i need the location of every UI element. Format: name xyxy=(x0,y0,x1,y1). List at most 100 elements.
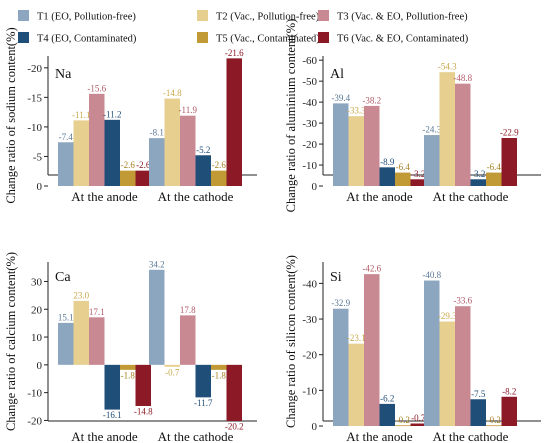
y-tick-label: -20 xyxy=(302,350,317,362)
data-label-t6: -0.7 xyxy=(411,413,426,423)
bar-t3 xyxy=(89,317,105,365)
legend-swatch-t3 xyxy=(318,10,329,21)
data-label-t4: -3.2 xyxy=(471,169,485,179)
y-tick-label: -20 xyxy=(27,63,42,75)
bar-t4 xyxy=(104,119,120,186)
panel-title: Ca xyxy=(55,270,71,285)
bar-t1 xyxy=(149,269,165,365)
y-tick-label: -40 xyxy=(302,97,317,109)
data-label-t5: -0.2 xyxy=(487,415,501,425)
bar-t6 xyxy=(501,137,517,186)
category-label: At the anode xyxy=(346,429,413,443)
y-tick-label: -20 xyxy=(27,415,42,427)
panel-ca: 30 20 10 0 -10 -20 Ca Change ratio of calcium c… xyxy=(4,252,257,443)
y-tick-label: -10 xyxy=(27,122,42,134)
data-label-t1: -40.8 xyxy=(422,270,441,280)
data-label-t6: -8.2 xyxy=(502,386,516,396)
y-tick-label: -10 xyxy=(27,388,42,400)
data-label-t2: -0.7 xyxy=(165,367,180,377)
bar-t3 xyxy=(455,83,471,186)
y-tick-label: 10 xyxy=(31,332,43,344)
category-label: At the cathode xyxy=(158,429,234,443)
data-label-t4: -8.9 xyxy=(380,157,395,167)
bar-t1 xyxy=(333,103,349,186)
bar-t6 xyxy=(501,396,517,426)
panel-title: Na xyxy=(55,67,72,82)
category-label: At the cathode xyxy=(433,189,509,204)
data-label-t4: -16.1 xyxy=(103,410,122,420)
bar-t2 xyxy=(73,120,89,186)
category-label: At the cathode xyxy=(158,189,234,204)
data-label-t3: -42.6 xyxy=(362,264,381,274)
y-tick-label: 20 xyxy=(31,304,43,316)
data-label-t2: -11.1 xyxy=(72,110,90,120)
data-label-t2: -54.3 xyxy=(438,62,457,72)
bar-t4 xyxy=(104,364,120,410)
bar-t2 xyxy=(439,321,455,426)
category-label: At the cathode xyxy=(433,429,509,443)
y-tick-label: -10 xyxy=(302,160,317,172)
data-label-t2: -33.3 xyxy=(347,106,366,116)
panel-si: -40 -30 -20 -10 0 Si Change ratio of silicon c… xyxy=(284,255,541,443)
bar-t4 xyxy=(470,179,486,186)
data-label-t2: -29.3 xyxy=(438,311,457,321)
y-tick-label: -10 xyxy=(302,385,317,397)
panel-title: Si xyxy=(330,270,342,285)
bar-t2 xyxy=(73,300,89,365)
bar-t1 xyxy=(424,135,440,186)
y-axis-label: Change ratio of silicon content(%) xyxy=(284,255,298,428)
data-label-t6: -14.8 xyxy=(134,406,153,416)
y-axis-label: Change ratio of sodium content(%) xyxy=(4,27,18,203)
category-label: At the anode xyxy=(71,189,138,204)
legend-label-t6: T6 (Vac. & EO, Contaminated) xyxy=(337,34,469,45)
data-label-t5: -6.4 xyxy=(487,162,502,172)
data-label-t1: 15.1 xyxy=(58,312,74,322)
data-label-t3: 17.1 xyxy=(89,307,105,317)
bar-t3 xyxy=(364,274,380,426)
bar-t4 xyxy=(195,364,211,398)
bar-t5 xyxy=(211,364,227,370)
bar-t6 xyxy=(135,364,151,406)
y-tick-label: 0 xyxy=(37,181,43,193)
data-label-t4: -5.2 xyxy=(196,145,210,155)
bar-t5 xyxy=(395,172,411,186)
panel-al: -60 -50 -40 -30 -20 -10 0 Al Change ratio of alu… xyxy=(284,19,541,212)
data-label-t4: -11.2 xyxy=(103,109,121,119)
y-tick-label: 30 xyxy=(31,276,43,288)
y-tick-label: -20 xyxy=(302,139,317,151)
y-tick-label: -40 xyxy=(302,278,317,290)
data-label-t2: -14.8 xyxy=(163,88,182,98)
data-label-t3: -38.2 xyxy=(362,95,381,105)
bar-t2 xyxy=(348,343,364,426)
bar-t6 xyxy=(410,179,426,186)
bar-t1 xyxy=(149,138,165,186)
panel-title: Al xyxy=(330,67,344,82)
bar-t4 xyxy=(379,403,395,426)
bar-t4 xyxy=(379,167,395,186)
legend-label-t1: T1 (EO, Pollution-free) xyxy=(37,12,136,23)
legend: T1 (EO, Pollution-free) T2 (Vac., Polluti… xyxy=(18,10,469,45)
data-label-t1: -39.4 xyxy=(331,93,350,103)
data-label-t5: -0.2 xyxy=(396,415,410,425)
bar-t6 xyxy=(135,170,151,186)
data-label-t5: -2.6 xyxy=(212,160,227,170)
bar-t5 xyxy=(120,364,136,370)
y-tick-label: -50 xyxy=(302,76,317,88)
legend-swatch-t6 xyxy=(318,32,329,43)
y-tick-label: 0 xyxy=(312,181,318,193)
panel-na: -20 -15 -10 -5 0 Na Change ratio of sodium con… xyxy=(4,27,257,204)
bar-t1 xyxy=(424,280,440,426)
y-tick-label: -5 xyxy=(33,151,43,163)
bar-t2 xyxy=(348,116,364,186)
y-tick-label: -60 xyxy=(302,55,317,67)
bar-t4 xyxy=(470,399,486,426)
bar-t3 xyxy=(89,93,105,186)
bar-t4 xyxy=(195,155,211,186)
bar-t6 xyxy=(410,423,426,426)
data-label-t3: -11.9 xyxy=(179,105,198,115)
category-label: At the anode xyxy=(71,429,138,443)
data-label-t6: -3.2 xyxy=(411,169,425,179)
bar-t3 xyxy=(455,306,471,426)
